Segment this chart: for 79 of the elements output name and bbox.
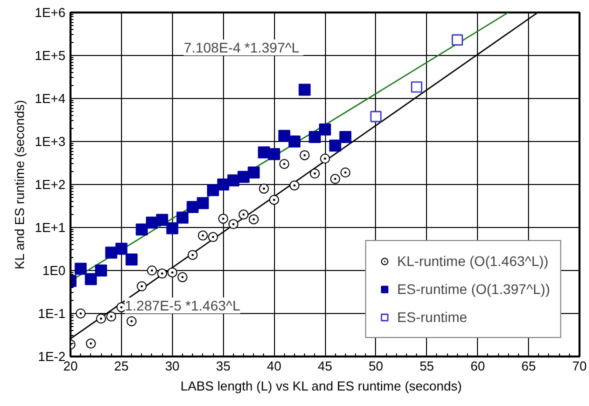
point [84,273,97,286]
point [106,312,116,322]
y-tick-label: 1E+4 [34,91,66,106]
y-tick-label: 1E+5 [34,48,66,63]
point [105,246,118,259]
x-tick-label: 20 [63,358,78,374]
point [330,174,340,184]
point [370,110,382,122]
point [177,272,188,282]
point [300,150,310,160]
point [166,222,178,234]
annotation: 7.108E-4 *1.397^L [184,40,300,56]
point [186,200,199,213]
point [308,131,321,144]
point [278,130,290,142]
point [126,316,137,326]
x-axis-title: LABS length (L) vs KL and ES runtime (seconds) [180,378,462,394]
point [208,232,218,242]
point [167,267,178,278]
point [268,148,280,160]
point [310,168,320,179]
x-tick-label: 60 [470,358,485,374]
point [176,212,188,224]
point [329,140,342,152]
point [248,166,260,179]
point [320,154,330,164]
point [410,81,422,93]
point [146,266,157,276]
point [126,254,138,266]
point [115,242,128,255]
point [188,250,198,260]
x-tick-label: 65 [521,358,536,374]
y-tick-label: 1E+3 [34,134,66,149]
annotation: 1.287E-5 *1.463^L [124,298,240,314]
point [339,131,352,144]
point [217,178,230,190]
point [340,168,350,178]
legend-label: KL-runtime (O(1.463^L)) [397,253,548,269]
x-tick-label: 35 [216,358,230,374]
x-tick-label: 50 [368,358,384,374]
point [288,136,300,148]
point [238,210,249,220]
point [207,184,220,196]
point [289,180,300,190]
point [258,184,269,194]
point [157,268,168,279]
point [248,214,259,224]
y-tick-label: 1E+1 [34,220,66,235]
point [198,230,208,241]
y-tick-label: 1E0 [42,263,66,278]
legend-label: ES-runtime (O(1.397^L)) [397,281,550,297]
point [238,170,250,183]
y-axis-title: KL and ES runtime (seconds) [12,100,27,270]
point [298,84,311,96]
x-tick-label: 25 [114,358,129,374]
point [319,124,331,136]
point [136,223,148,236]
point [95,264,108,276]
y-tick-label: 1E+6 [34,5,66,20]
y-tick-label: 1E-1 [38,306,66,321]
point [279,158,290,169]
point [228,219,238,230]
point [96,314,106,324]
point [76,308,86,318]
point [218,214,228,224]
point [156,214,168,226]
point [452,34,463,46]
x-tick-label: 45 [318,358,332,374]
y-tick-label: 1E+2 [34,177,66,192]
x-tick-label: 70 [572,358,587,374]
point [86,338,96,349]
point [196,197,209,210]
point [136,281,147,292]
x-tick-label: 30 [165,358,180,374]
point [74,262,87,275]
legend-label: ES-runtime [397,309,468,325]
x-tick-label: 55 [420,358,434,374]
point [269,194,280,205]
x-tick-label: 40 [266,358,282,374]
